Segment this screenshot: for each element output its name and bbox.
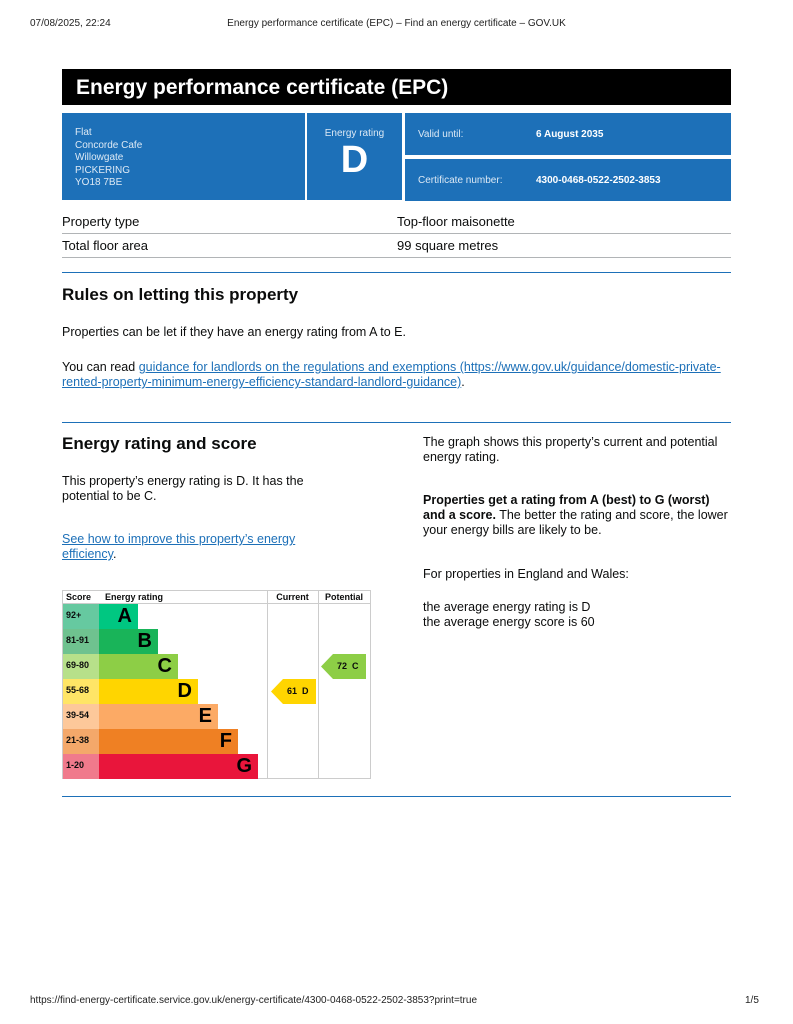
guidance-suffix: . (461, 375, 465, 389)
header-score: Score (63, 591, 99, 604)
rules-text: Properties can be let if they have an en… (62, 325, 406, 339)
average-score: the average energy score is 60 (423, 615, 595, 629)
band-score-c: 69-80 (63, 654, 99, 679)
band-score-a: 92+ (63, 604, 99, 629)
rules-heading: Rules on letting this property (62, 285, 299, 304)
valid-until-label: Valid until: (418, 128, 464, 140)
guidance-prefix: You can read (62, 360, 139, 374)
rating-explainer-bold: Properties get a rating from A (best) to… (423, 493, 710, 522)
score-heading: Energy rating and score (62, 434, 257, 453)
band-bar-a: A (99, 604, 138, 629)
guidance-link[interactable]: guidance for landlords on the regulation… (62, 360, 721, 389)
address-block: Flat Concorde Cafe Willowgate PICKERING … (62, 113, 305, 200)
address-line: Flat (75, 127, 92, 138)
band-bar-g: G (99, 754, 258, 779)
energy-rating-box: Energy rating D (307, 113, 402, 200)
valid-until: Valid until: 6 August 2035 (405, 113, 731, 155)
improve-paragraph: See how to improve this property’s energ… (62, 532, 337, 562)
band-score-f: 21-38 (63, 729, 99, 754)
address-line: YO18 7BE (75, 177, 123, 188)
average-rating: the average energy rating is D (423, 600, 591, 614)
address-line: PICKERING (75, 164, 131, 176)
england-wales-text: For properties in England and Wales: (423, 567, 629, 581)
divider (62, 272, 731, 273)
graph-explainer: The graph shows this property’s current … (423, 435, 718, 464)
band-score-b: 81-91 (63, 629, 99, 654)
rating-explainer: Properties get a rating from A (best) to… (423, 493, 733, 538)
floor-area-label: Total floor area (62, 238, 148, 253)
print-date: 07/08/2025, 22:24 (30, 18, 111, 29)
improve-link[interactable]: See how to improve this property’s energ… (62, 532, 296, 561)
rating-explainer-rest: The better the rating and score, the low… (423, 508, 728, 537)
certificate-number-value: 4300-0468-0522-2502-3853 (536, 174, 661, 186)
property-type-label: Property type (62, 214, 140, 229)
energy-rating-chart: Score Energy rating Current Potential 92… (62, 590, 371, 779)
floor-area-value: 99 square metres (397, 238, 499, 253)
potential-rating-arrow: 72 C (321, 654, 366, 679)
header-potential: Potential (318, 591, 370, 604)
band-bar-f: F (99, 729, 238, 754)
floor-area-row: Total floor area 99 square metres (62, 234, 731, 258)
current-rating-arrow: 61 D (271, 679, 316, 704)
header-energy-rating: Energy rating (99, 591, 267, 604)
energy-rating-value: D (340, 139, 369, 181)
print-title: Energy performance certificate (EPC) – F… (227, 18, 566, 29)
band-bar-e: E (99, 704, 218, 729)
improve-suffix: . (112, 547, 117, 561)
address-line: Concorde Cafe (75, 139, 143, 151)
page-title: Energy performance certificate (EPC) (62, 69, 731, 105)
divider (62, 796, 731, 797)
band-bar-b: B (99, 629, 158, 654)
address-line: Willowgate (75, 152, 124, 163)
header-current: Current (267, 591, 318, 604)
page-number: 1/5 (745, 995, 759, 1006)
rules-guidance: You can read guidance for landlords on t… (62, 360, 722, 390)
band-bar-c: C (99, 654, 178, 679)
score-text: This property’s energy rating is D. It h… (62, 474, 304, 503)
certificate-number: Certificate number: 4300-0468-0522-2502-3… (405, 159, 731, 201)
band-bar-d: D (99, 679, 198, 704)
divider (62, 422, 731, 423)
band-score-d: 55-68 (63, 679, 99, 704)
energy-rating-label: Energy rating (324, 128, 385, 139)
band-score-e: 39-54 (63, 704, 99, 729)
column-divider (318, 591, 319, 778)
property-type-row: Property type Top-floor maisonette (62, 210, 731, 234)
certificate-number-label: Certificate number: (418, 174, 503, 186)
column-divider (267, 591, 268, 778)
print-url: https://find-energy-certificate.service.… (30, 995, 478, 1006)
property-type-value: Top-floor maisonette (397, 214, 515, 229)
band-score-g: 1-20 (63, 754, 99, 779)
valid-until-value: 6 August 2035 (536, 128, 604, 140)
